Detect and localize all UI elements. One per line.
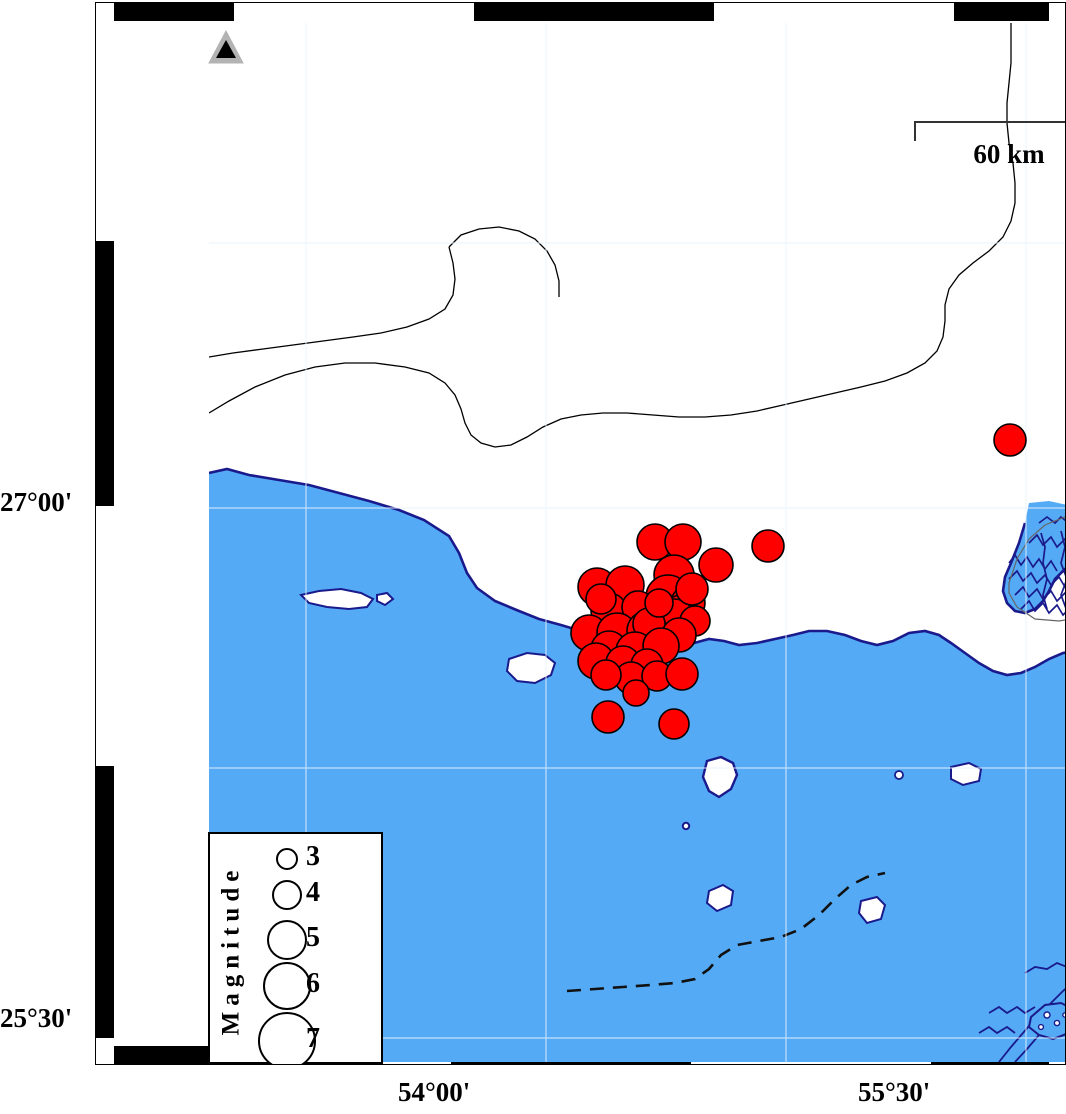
maritime-boundary-dashed-main xyxy=(566,871,886,993)
island-sea-right-2 xyxy=(894,770,904,780)
magnitude-legend-value: 3 xyxy=(306,841,320,872)
magnitude-legend-circle xyxy=(258,1012,316,1064)
magnitude-legend-symbol xyxy=(256,880,318,910)
epicenter-marker xyxy=(665,657,699,691)
latitude-label-27: 27°00' xyxy=(0,487,73,517)
coastline-northeast-inlet xyxy=(1001,522,1065,615)
station-triangle-icon xyxy=(208,29,244,64)
magnitude-legend-value: 4 xyxy=(306,877,320,908)
island-sea-right-3 xyxy=(857,895,887,925)
peninsula-outline-northeast xyxy=(1008,516,1065,622)
epicenter-marker xyxy=(644,588,674,618)
graticule xyxy=(209,23,1065,1062)
scale-bar-left-cap xyxy=(914,121,916,141)
magnitude-legend-value: 7 xyxy=(306,1023,320,1054)
magnitude-legend-circle xyxy=(267,920,307,960)
admin-boundary-loop xyxy=(448,226,560,297)
admin-boundary-northwest xyxy=(209,246,456,358)
sea-inlet-northeast xyxy=(1003,501,1065,613)
epicenter-marker xyxy=(751,529,785,563)
magnitude-legend-symbol xyxy=(256,1012,318,1064)
latitude-label-2530: 25°30' xyxy=(0,1003,73,1033)
epicenter-marker xyxy=(591,700,625,734)
islet-speck xyxy=(681,821,691,831)
epicenter-marker xyxy=(698,547,734,583)
map-canvas xyxy=(209,23,1065,1062)
island-west-2 xyxy=(376,591,395,607)
epicenter-marker xyxy=(622,679,650,707)
scale-bar xyxy=(914,121,1065,143)
coastal-detail-southeast xyxy=(978,961,1065,1062)
sea-polygon xyxy=(209,469,1065,1062)
magnitude-legend-symbol xyxy=(256,962,318,1010)
magnitude-legend-value: 5 xyxy=(306,922,320,953)
magnitude-legend-symbol xyxy=(256,920,318,960)
longitude-label-5530: 55°30' xyxy=(858,1077,931,1107)
island-mid-left xyxy=(505,651,557,685)
scale-bar-line xyxy=(914,121,1065,123)
map-graphics xyxy=(209,23,1065,1062)
magnitude-legend-circle xyxy=(276,848,298,870)
island-sea-center xyxy=(705,883,735,913)
magnitude-legend-symbol xyxy=(256,848,318,870)
admin-boundary-north xyxy=(209,23,1016,448)
longitude-label-5400: 54°00' xyxy=(398,1077,471,1107)
coastline-main xyxy=(209,467,1065,677)
magnitude-legend-circle xyxy=(263,962,311,1010)
island-below-cluster xyxy=(701,755,739,799)
map-plot-frame: 60 km Magnitude 3 4 5 6 7 xyxy=(95,2,1066,1065)
magnitude-legend-title-text: Magnitude xyxy=(217,864,244,1036)
epicenter-group xyxy=(570,423,1027,740)
magnitude-legend-circle xyxy=(272,880,302,910)
epicenter-marker xyxy=(993,423,1027,457)
epicenter-marker xyxy=(675,572,709,606)
magnitude-legend-title: Magnitude xyxy=(216,842,246,1058)
epicenter-marker xyxy=(590,659,622,691)
island-southeast-lagoon xyxy=(1027,1001,1065,1041)
magnitude-legend-value: 6 xyxy=(306,968,320,999)
scale-bar-label: 60 km xyxy=(973,139,1045,169)
epicenter-marker xyxy=(585,583,617,615)
island-sea-right-1 xyxy=(950,761,983,787)
magnitude-legend: Magnitude 3 4 5 6 7 xyxy=(208,832,383,1064)
island-west-1 xyxy=(299,587,375,611)
epicenter-marker xyxy=(658,708,690,740)
